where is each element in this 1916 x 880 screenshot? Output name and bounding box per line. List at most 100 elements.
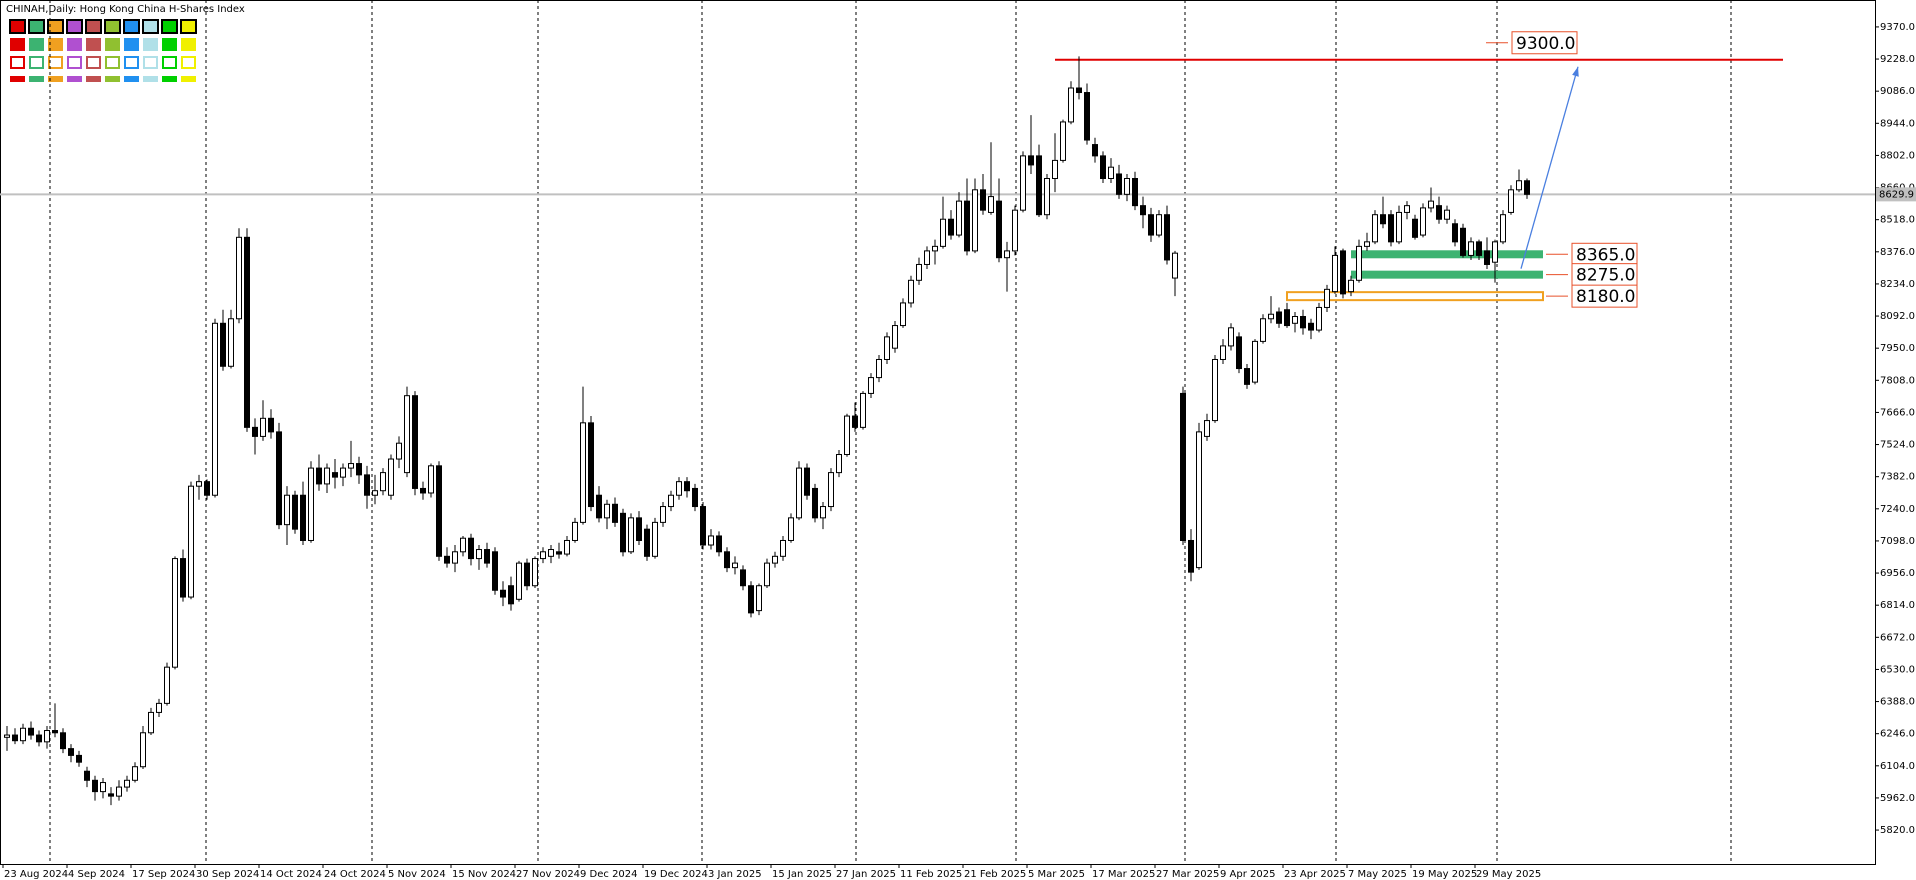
candle-body — [340, 467, 346, 478]
candle-body — [684, 481, 690, 492]
y-tick-label: 6104.0 — [1880, 761, 1915, 772]
level-zone — [1351, 270, 1543, 279]
palette-swatch — [124, 38, 139, 51]
candle-body — [588, 422, 594, 508]
candle-body — [668, 494, 674, 508]
candle-body — [892, 325, 898, 349]
y-tick-label: 7808.0 — [1880, 375, 1915, 386]
candle-body — [500, 589, 506, 598]
candle-body — [1356, 245, 1362, 281]
y-tick-label: 6814.0 — [1880, 600, 1915, 611]
candle-body — [1100, 155, 1106, 180]
y-tick-label: 8092.0 — [1880, 311, 1915, 322]
y-tick-label: 8518.0 — [1880, 215, 1915, 226]
candle-body — [404, 395, 410, 474]
x-tick-label: 5 Mar 2025 — [1028, 869, 1085, 880]
candle-body — [692, 487, 698, 508]
candle-body — [884, 336, 890, 360]
candle-body — [780, 539, 786, 557]
candle-body — [676, 481, 682, 496]
candle-body — [636, 517, 642, 541]
palette-swatch — [67, 38, 82, 51]
candle-body — [956, 200, 962, 236]
candle-body — [204, 481, 210, 496]
palette-swatch — [162, 76, 177, 82]
candle-body — [564, 539, 570, 555]
candle-body — [612, 503, 618, 523]
candle-body — [452, 551, 458, 564]
palette-swatch — [86, 56, 101, 69]
candle-body — [252, 426, 258, 437]
candle-body — [92, 779, 98, 793]
candle-body — [940, 218, 946, 247]
y-tick-label: 6530.0 — [1880, 664, 1915, 675]
y-tick-label: 7666.0 — [1880, 407, 1915, 418]
candle-body — [1300, 316, 1306, 329]
candle-body — [540, 551, 546, 560]
projection-arrow — [1520, 66, 1579, 269]
palette-swatch — [142, 19, 159, 34]
candle-body — [1060, 121, 1066, 161]
candle-body — [1396, 211, 1402, 243]
candle-body — [1524, 180, 1530, 195]
candle-body — [364, 474, 370, 496]
candle-body — [412, 395, 418, 489]
candle-body — [820, 506, 826, 519]
palette-swatch — [181, 38, 196, 51]
candle-body — [572, 521, 578, 541]
candle-body — [724, 551, 730, 569]
candle-body — [1052, 159, 1058, 180]
candle-body — [516, 562, 522, 600]
candle-body — [292, 494, 298, 530]
candle-body — [772, 555, 778, 564]
candle-body — [1148, 214, 1154, 236]
y-tick-label: 7950.0 — [1880, 343, 1915, 354]
candle-body — [972, 189, 978, 252]
candle-body — [980, 189, 986, 211]
x-tick-label: 29 May 2025 — [1476, 869, 1541, 880]
candle-body — [828, 472, 834, 508]
candle-body — [1500, 214, 1506, 243]
candle-body — [796, 467, 802, 519]
palette-swatch — [67, 56, 82, 69]
x-tick-label: 11 Feb 2025 — [900, 869, 962, 880]
x-tick-label: 23 Apr 2025 — [1284, 869, 1346, 880]
candle-body — [4, 734, 10, 738]
candle-body — [1012, 209, 1018, 252]
x-tick-label: 27 Jan 2025 — [836, 869, 896, 880]
candle-body — [140, 732, 146, 768]
candle-body — [1340, 250, 1346, 295]
x-tick-label: 3 Jan 2025 — [708, 869, 762, 880]
candle-body — [244, 236, 250, 428]
x-tick-label: 23 Aug 2024 — [4, 869, 68, 880]
candle-body — [908, 279, 914, 304]
candle-body — [524, 562, 530, 587]
palette-swatch — [10, 56, 25, 69]
candle-body — [1380, 214, 1386, 225]
candle-body — [988, 196, 994, 213]
candle-body — [1252, 340, 1258, 383]
candle-body — [1188, 539, 1194, 573]
palette-swatch — [143, 38, 158, 51]
candle-body — [916, 263, 922, 281]
x-tick-label: 21 Feb 2025 — [964, 869, 1026, 880]
candle-body — [228, 318, 234, 367]
candle-body — [108, 793, 114, 797]
palette-swatch — [48, 76, 63, 82]
candle-body — [1324, 288, 1330, 308]
candle-body — [1316, 306, 1322, 331]
candle-body — [1132, 178, 1138, 207]
candle-body — [220, 322, 226, 367]
candle-body — [1084, 92, 1090, 141]
candle-body — [1436, 205, 1442, 220]
candle-body — [1412, 218, 1418, 238]
arrow-head — [1572, 66, 1579, 77]
y-tick-label: 8802.0 — [1880, 150, 1915, 161]
candle-body — [788, 517, 794, 541]
candle-body — [1020, 155, 1026, 211]
candle-body — [372, 490, 378, 496]
palette-swatch — [48, 38, 63, 51]
candle-body — [1004, 250, 1010, 259]
candle-body — [1044, 178, 1050, 216]
candle-body — [868, 377, 874, 394]
